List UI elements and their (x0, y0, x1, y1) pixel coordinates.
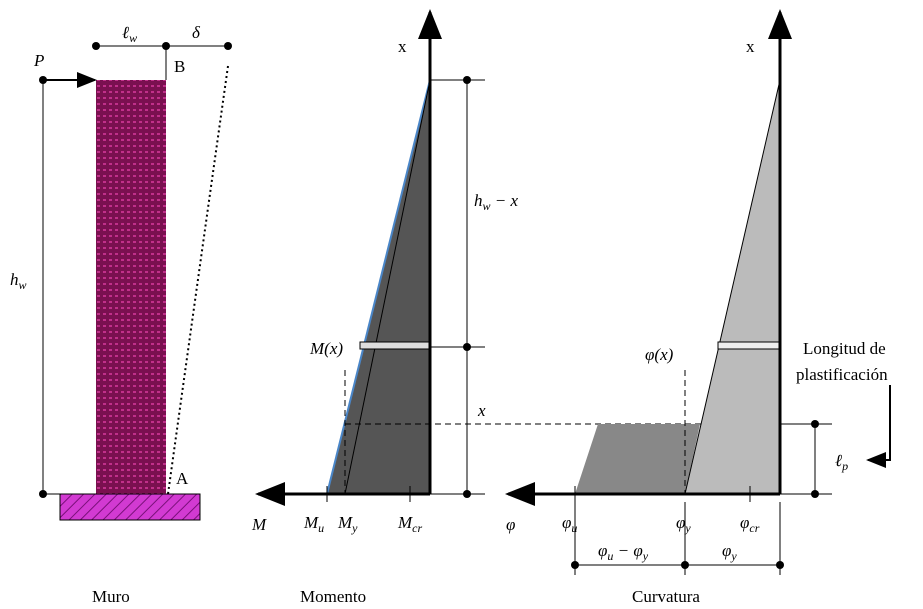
base-point: A (176, 469, 189, 488)
caption: Curvatura (632, 587, 700, 606)
note: plastificación (796, 365, 888, 384)
tick-label: My (337, 513, 358, 535)
tick-label: φu (562, 513, 577, 535)
width-label: ℓw (122, 23, 137, 45)
tick-label: Mu (303, 513, 324, 535)
dim-label: ℓp (835, 451, 848, 473)
curvature-panel (505, 9, 891, 575)
load-label: P (33, 51, 44, 70)
tick-label: φy (676, 513, 691, 535)
section-label: φ(x) (645, 345, 674, 364)
axis-label: x (398, 37, 407, 56)
section-label: M(x) (309, 339, 343, 358)
tick-label: φcr (740, 513, 760, 535)
axis-label: φ (506, 515, 515, 534)
tick-label: Mcr (397, 513, 422, 535)
drift-label: δ (192, 23, 201, 42)
dim-label: x (477, 401, 486, 420)
height-label: hw (10, 270, 27, 292)
caption: Muro (92, 587, 130, 606)
dim-label: φu − φy (598, 541, 649, 563)
dim-label: φy (722, 541, 737, 563)
dim-label: hw − x (474, 191, 518, 213)
note: Longitud de (803, 339, 886, 358)
wall-panel (39, 42, 232, 521)
top-point: B (174, 57, 185, 76)
axis-label: x (746, 37, 755, 56)
axis-label: M (251, 515, 267, 534)
caption: Momento (300, 587, 366, 606)
